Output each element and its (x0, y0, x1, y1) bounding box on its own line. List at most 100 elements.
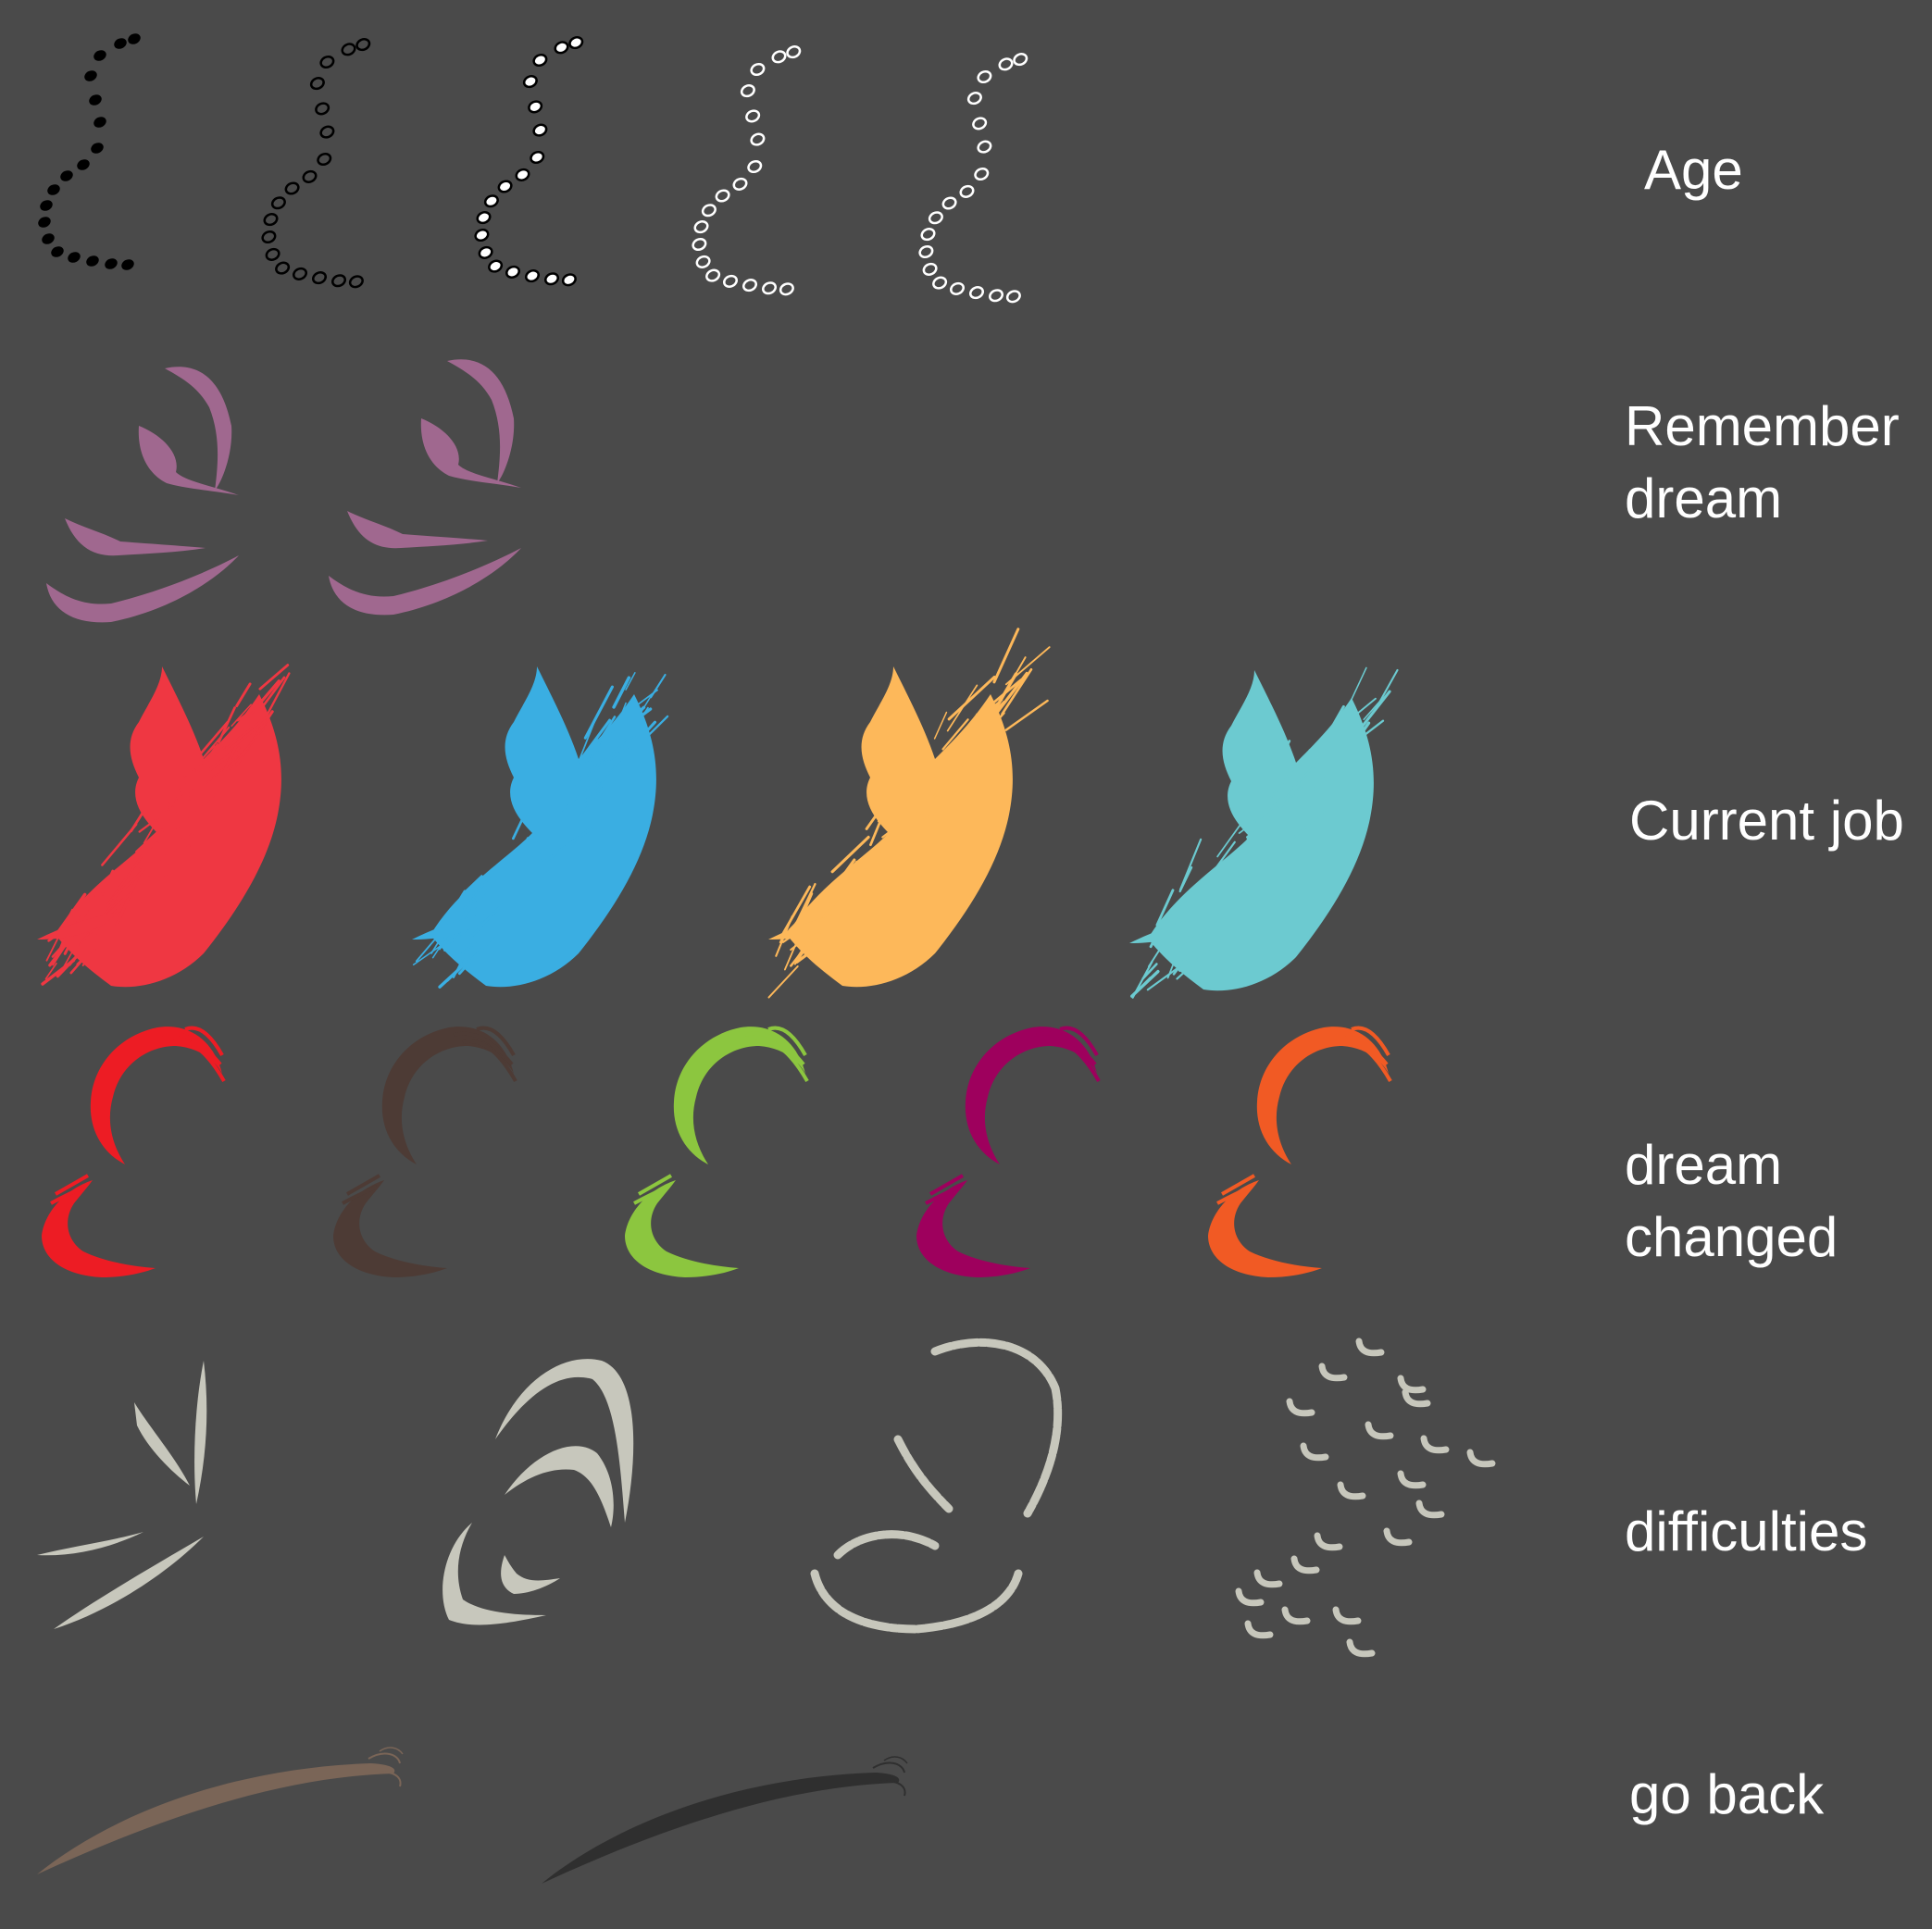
bristle (933, 711, 948, 740)
bristle (1180, 912, 1222, 952)
age-dot (483, 194, 499, 208)
age-dot (330, 274, 347, 288)
bristle (578, 718, 612, 764)
age-dot (478, 245, 493, 259)
label-dream-changed-line-2: changed (1625, 1206, 1839, 1268)
chalk-dot (1314, 1532, 1343, 1551)
age-dot (60, 170, 73, 181)
bristle (63, 899, 93, 929)
current-job-burst-3 (767, 628, 1051, 999)
sweep-stroke (542, 1773, 900, 1884)
label-remember-dream-line-2: dream (1625, 467, 1783, 529)
bristle (567, 739, 599, 790)
bristle (540, 826, 594, 865)
chalk-dot (1397, 1470, 1427, 1489)
bristle (101, 823, 138, 866)
bristle (111, 869, 145, 900)
chalk-dot (1281, 1606, 1311, 1625)
label-current-job: Current job (1629, 785, 1904, 857)
sweep-curl (379, 1747, 404, 1755)
bristle (1313, 752, 1339, 788)
chalk-rough-stroke (833, 1530, 940, 1560)
age-dot (695, 255, 711, 268)
bristle (549, 783, 568, 807)
bristle (147, 837, 185, 877)
bristle (1171, 907, 1190, 925)
bristle (1155, 889, 1175, 927)
difficulties-rough-circle (810, 1338, 1063, 1634)
age-dotted-curve-5 (918, 53, 1028, 304)
age-dot (77, 159, 90, 170)
feather-stroke (447, 359, 515, 483)
dream-changed-brush-5 (1208, 1026, 1392, 1277)
brush-streak (1221, 1174, 1255, 1196)
bristle (181, 742, 218, 796)
chalk-dot (1466, 1449, 1496, 1468)
feather-stroke (65, 518, 206, 556)
go-back-sweep-2 (542, 1756, 908, 1884)
age-dot (701, 204, 717, 218)
bristle (891, 779, 906, 806)
bristle (612, 676, 631, 709)
bristle (1349, 666, 1367, 703)
bristle (1295, 798, 1318, 818)
age-dot (705, 268, 721, 282)
age-dot (922, 262, 938, 276)
bristle (992, 628, 1020, 684)
age-dot (93, 50, 106, 61)
bristle (262, 676, 286, 706)
bristle (964, 701, 1005, 744)
chalk-arc (501, 1555, 560, 1594)
bristle (873, 835, 909, 876)
age-dot (949, 281, 966, 295)
age-dot (532, 53, 548, 68)
bristle (830, 835, 870, 874)
bristle (1357, 719, 1385, 741)
sweep-curl (872, 1761, 905, 1773)
bristle (1318, 742, 1367, 784)
bristle (517, 841, 562, 877)
age-dot (786, 45, 802, 59)
brush-streak (476, 1026, 516, 1056)
bristle (168, 783, 186, 804)
bristle (595, 705, 646, 752)
chalk-rough-stroke (930, 1338, 1063, 1518)
bristle (197, 746, 226, 766)
feather-stroke (329, 548, 521, 616)
age-dot (715, 189, 730, 203)
age-dot (265, 247, 280, 261)
age-dot (761, 281, 778, 295)
bristle (583, 685, 614, 740)
age-dotted-curve-2 (261, 38, 371, 289)
bristle (48, 929, 78, 967)
bristle (859, 840, 886, 866)
age-dot (91, 143, 104, 154)
age-dot (732, 177, 748, 191)
bristle (946, 684, 978, 732)
dream-changed-brush-1 (42, 1026, 226, 1277)
age-dot (747, 159, 763, 174)
bristle (1004, 699, 1049, 731)
brush-c-upper (965, 1027, 1097, 1164)
brush-c-lower (42, 1180, 156, 1277)
bristle (161, 799, 191, 833)
bristle (199, 720, 230, 755)
chalk-dot (1383, 1527, 1413, 1547)
label-current-job-line-1: Current job (1629, 790, 1904, 852)
bristle (1141, 963, 1158, 980)
chalk-dot (1355, 1338, 1385, 1357)
age-dot (928, 211, 943, 225)
brush-c-lower (1208, 1180, 1322, 1277)
sweep-curl (879, 1780, 906, 1797)
bristle (1344, 721, 1371, 757)
bristle (1158, 884, 1203, 925)
brush-streak (453, 1031, 514, 1066)
age-dot (966, 92, 982, 106)
age-dot (292, 267, 308, 280)
label-remember-dream-line-1: Remember (1625, 395, 1900, 457)
age-dot (561, 273, 577, 287)
bristle (891, 846, 904, 865)
bristle (1228, 841, 1273, 880)
bristle (958, 762, 977, 784)
